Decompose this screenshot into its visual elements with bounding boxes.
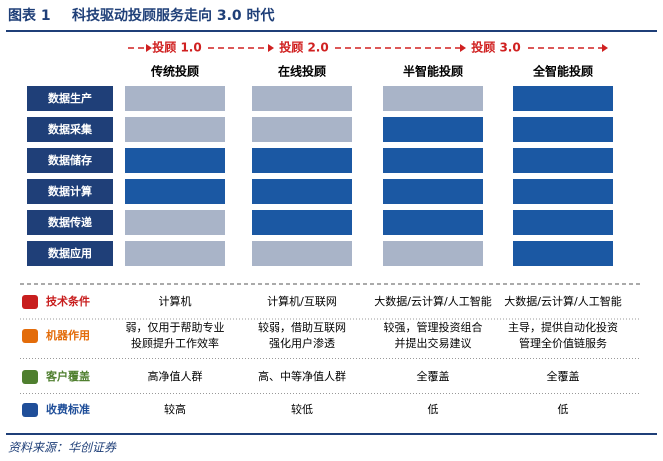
source: 资料来源：华创证券	[8, 441, 117, 455]
row-label-box	[27, 179, 113, 204]
cell	[383, 179, 483, 204]
cell	[513, 241, 613, 266]
row-icon	[22, 403, 38, 417]
table-cell: 主导，提供自动化投资	[508, 320, 618, 334]
stage-label: 投顾 3.0	[471, 40, 520, 55]
cell	[252, 86, 352, 111]
cell	[252, 179, 352, 204]
table-cell: 投顾提升工作效率	[131, 336, 219, 350]
row-label-box	[27, 148, 113, 173]
table-cell: 弱，仅用于帮助专业	[126, 320, 225, 334]
figure-title: 科技驱动投顾服务走向 3.0 时代	[72, 7, 275, 24]
table-cell: 较高	[164, 402, 186, 416]
row-label-box	[27, 86, 113, 111]
cell	[125, 117, 225, 142]
row-label-box	[27, 241, 113, 266]
column-header: 传统投顾	[150, 64, 199, 79]
figure-label: 图表 1	[8, 7, 51, 24]
row-label: 数据应用	[48, 246, 92, 260]
cell	[125, 179, 225, 204]
table-cell: 较弱，借助互联网	[258, 320, 346, 334]
table-cell: 大数据/云计算/人工智能	[504, 294, 621, 308]
cell	[513, 210, 613, 235]
table-cell: 强化用户渗透	[269, 336, 335, 350]
cell	[383, 86, 483, 111]
table-cell: 计算机	[159, 294, 192, 308]
table-cell: 全覆盖	[547, 369, 580, 383]
row-label: 数据传递	[48, 215, 92, 229]
table-cell: 较强，管理投资组合	[384, 320, 483, 334]
cell	[252, 148, 352, 173]
row-label-box	[27, 210, 113, 235]
row-label: 数据计算	[48, 184, 92, 198]
row-icon	[22, 295, 38, 309]
column-header: 在线投顾	[278, 64, 326, 79]
table-row-label: 客户覆盖	[45, 369, 90, 383]
table-row-label: 技术条件	[46, 294, 90, 308]
table-cell: 计算机/互联网	[267, 294, 337, 308]
row-icon	[22, 329, 38, 343]
cell	[252, 117, 352, 142]
cell	[252, 210, 352, 235]
column-header: 全智能投顾	[532, 64, 593, 79]
table-cell: 管理全价值链服务	[519, 336, 607, 350]
cell	[513, 179, 613, 204]
cell	[125, 241, 225, 266]
stage-label: 投顾 1.0	[152, 40, 201, 55]
cell	[383, 117, 483, 142]
table-cell: 低	[428, 403, 439, 416]
cell	[513, 117, 613, 142]
column-header: 半智能投顾	[403, 64, 463, 79]
row-label: 数据生产	[48, 91, 92, 105]
cell	[125, 86, 225, 111]
table-cell: 全覆盖	[417, 369, 450, 383]
cell	[383, 241, 483, 266]
stage-label: 投顾 2.0	[279, 40, 328, 55]
table-cell: 并提出交易建议	[395, 336, 472, 350]
cell	[125, 148, 225, 173]
cell	[513, 148, 613, 173]
cell	[383, 210, 483, 235]
table-cell: 高净值人群	[148, 369, 203, 383]
arrow-heads	[146, 44, 608, 52]
cell	[252, 241, 352, 266]
cell	[125, 210, 225, 235]
table-row-label: 机器作用	[46, 328, 90, 342]
table-cell: 低	[558, 403, 569, 416]
row-label: 数据储存	[48, 153, 92, 167]
table-row-label: 收费标准	[46, 402, 90, 416]
row-label: 数据采集	[48, 122, 93, 136]
cell	[383, 148, 483, 173]
row-icon	[22, 370, 38, 384]
table-cell: 高、中等净值人群	[258, 369, 346, 383]
table-cell: 较低	[291, 402, 313, 416]
cell	[513, 86, 613, 111]
row-label-box	[27, 117, 113, 142]
table-cell: 大数据/云计算/人工智能	[374, 294, 491, 308]
